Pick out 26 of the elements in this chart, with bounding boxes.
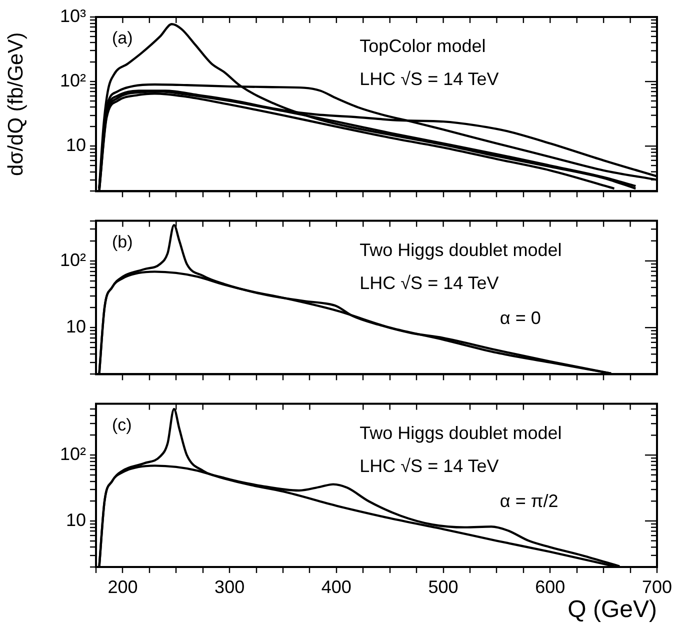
x-tick-label: 700 bbox=[642, 576, 672, 597]
x-tick-label: 400 bbox=[321, 576, 352, 597]
y-tick-label: 10² bbox=[60, 444, 86, 464]
y-tick-label: 10 bbox=[66, 135, 86, 156]
annotation: (c) bbox=[112, 415, 132, 434]
annotation: (b) bbox=[112, 232, 133, 252]
annotation: LHC √S = 14 TeV bbox=[360, 272, 499, 293]
annotation: Two Higgs doublet model bbox=[360, 422, 562, 443]
x-tick-label: 300 bbox=[214, 576, 245, 597]
y-tick-label: 10 bbox=[66, 316, 86, 337]
annotation: LHC √S = 14 TeV bbox=[360, 68, 499, 89]
y-tick-label: 10² bbox=[60, 70, 86, 91]
annotation: Two Higgs doublet model bbox=[360, 240, 562, 260]
y-axis-title: dσ/dQ (fb/GeV) bbox=[4, 32, 28, 176]
annotation: LHC √S = 14 TeV bbox=[360, 456, 499, 476]
y-tick-label: 10 bbox=[66, 510, 86, 530]
x-tick-label: 200 bbox=[108, 576, 138, 597]
annotation: (a) bbox=[112, 28, 133, 48]
y-tick-label: 10³ bbox=[60, 6, 86, 26]
annotation: TopColor model bbox=[360, 36, 486, 56]
annotation: α = 0 bbox=[500, 308, 541, 328]
x-axis-title: Q (GeV) bbox=[568, 596, 657, 624]
annotation: α = π/2 bbox=[500, 490, 558, 511]
x-tick-label: 500 bbox=[428, 576, 458, 597]
x-tick-label: 600 bbox=[535, 576, 566, 597]
y-tick-label: 10² bbox=[60, 250, 86, 270]
